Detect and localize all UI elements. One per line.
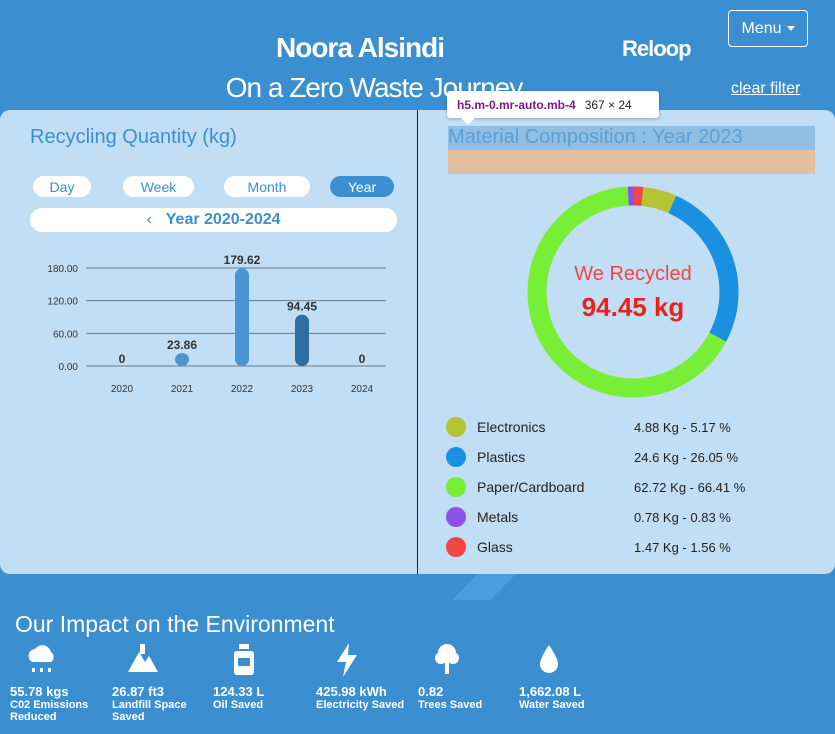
bar-value-label: 94.45 [287,300,317,314]
bar[interactable] [295,314,309,366]
title-highlight [448,126,815,150]
x-tick-label: 2023 [291,384,314,395]
impact-label: Oil Saved [213,699,264,711]
y-tick-label: 180.00 [47,264,78,275]
landfill-icon [112,642,207,682]
x-tick-label: 2021 [171,384,194,395]
impact-label: C02 Emissions Reduced [10,699,89,723]
clear-filter-link[interactable]: clear filter [731,80,801,97]
decorative-shape [452,574,516,600]
legend-item[interactable]: Paper/Cardboard 62.72 Kg - 66.41 % [446,472,826,502]
impact-item-landfill: 26.87 ft3 Landfill Space Saved [112,642,207,723]
impact-item-electricity: 425.98 kWh Electricity Saved [316,642,412,711]
donut-center-value: 94.45 kg [581,292,685,322]
legend-item[interactable]: Glass 1.47 Kg - 1.56 % [446,532,826,562]
impact-value: 124.33 L [213,684,265,699]
x-tick-label: 2020 [111,384,134,395]
caret-down-icon [786,26,795,31]
impact-value: 26.87 ft3 [112,684,165,699]
impact-value: 1,662.08 L [519,684,582,699]
title-padding-highlight [448,150,815,174]
bar[interactable] [235,268,249,366]
legend-value: 24.6 Kg - 26.05 % [634,449,739,465]
menu-button[interactable]: Menu [728,10,808,47]
y-tick-label: 120.00 [47,297,78,308]
impact-item-trees: 0.82 Trees Saved [418,642,508,711]
y-tick-label: 0.00 [59,362,79,373]
composition-legend: Electronics 4.88 Kg - 5.17 % Plastics 24.6 … [446,412,826,562]
composition-donut-chart [527,186,739,398]
lightning-icon [316,642,412,682]
legend-name: Glass [477,539,513,555]
donut-slice[interactable] [527,186,739,398]
x-tick-label: 2024 [351,384,374,395]
impact-label: Trees Saved [418,699,483,711]
legend-swatch [446,447,466,467]
chevron-left-icon[interactable]: ‹ [146,211,152,228]
tab-week[interactable]: Week [123,176,194,197]
donut-slice[interactable] [527,186,739,398]
x-tick-label: 2022 [231,384,254,395]
period-tabs: Day Week Month Year [33,176,395,198]
bar-value-label: 179.62 [224,253,261,267]
legend-name: Metals [477,509,519,525]
legend-value: 4.88 Kg - 5.17 % [634,419,731,435]
legend-name: Plastics [477,449,526,465]
bar-value-label: 23.86 [167,338,197,352]
legend-item[interactable]: Metals 0.78 Kg - 0.83 % [446,502,826,532]
recycling-quantity-title: Recycling Quantity (kg) [30,126,237,148]
donut-center-label: We Recycled [574,263,692,285]
legend-swatch [446,477,466,497]
app-logo[interactable]: Reloop [622,36,692,61]
user-name: Noora Alsindi [276,32,445,63]
impact-title: Our Impact on the Environment [15,611,335,637]
legend-value: 1.47 Kg - 1.56 % [634,539,731,555]
impact-value: 0.82 [418,684,444,699]
year-range-label: Year 2020-2024 [165,211,281,228]
legend-name: Paper/Cardboard [477,479,585,495]
impact-label: Landfill Space Saved [112,699,187,723]
bar[interactable] [175,353,189,366]
inspector-tooltip: h5.m-0.mr-auto.mb-4 367 × 24 [447,91,659,125]
tooltip-selector: h5.m-0.mr-auto.mb-4 [457,97,576,112]
material-composition-title: Material Composition : Year 2023 [448,126,743,148]
bar-value-label: 0 [359,352,366,366]
impact-value: 425.98 kWh [316,684,387,699]
legend-name: Electronics [477,419,546,435]
tab-day[interactable]: Day [33,176,91,197]
oil-icon [213,642,308,682]
impact-label: Water Saved [519,699,585,711]
legend-swatch [446,507,466,527]
donut-hole [547,206,719,378]
dashboard-panel: Recycling Quantity (kg) Day Week Month Y… [0,110,835,574]
bar-value-label: 0 [119,352,126,366]
legend-swatch [446,537,466,557]
legend-item[interactable]: Plastics 24.6 Kg - 26.05 % [446,442,826,472]
impact-label: Electricity Saved [316,699,405,711]
tooltip-size: 367 × 24 [584,97,632,112]
year-range-selector[interactable]: ‹ Year 2020-2024 [30,208,397,232]
recycling-bar-chart: 0.00 60.00 120.00 180.00 0 2020 23.86 2021 179.6… [47,253,386,395]
panel-divider [417,110,418,574]
y-tick-label: 60.00 [53,329,78,340]
legend-value: 0.78 Kg - 0.83 % [634,509,731,525]
cloud-icon [10,642,105,682]
water-drop-icon [519,642,614,682]
impact-item-co2: 55.78 kgs C02 Emissions Reduced [10,642,105,723]
menu-label: Menu [741,19,782,37]
tree-icon [418,642,508,682]
donut-slice[interactable] [527,186,739,398]
tab-year[interactable]: Year [330,176,394,197]
legend-item[interactable]: Electronics 4.88 Kg - 5.17 % [446,412,826,442]
legend-value: 62.72 Kg - 66.41 % [634,479,746,495]
impact-value: 55.78 kgs [10,684,69,699]
impact-item-water: 1,662.08 L Water Saved [519,642,614,711]
impact-item-oil: 124.33 L Oil Saved [213,642,308,711]
legend-swatch [446,417,466,437]
tab-month[interactable]: Month [224,176,310,197]
